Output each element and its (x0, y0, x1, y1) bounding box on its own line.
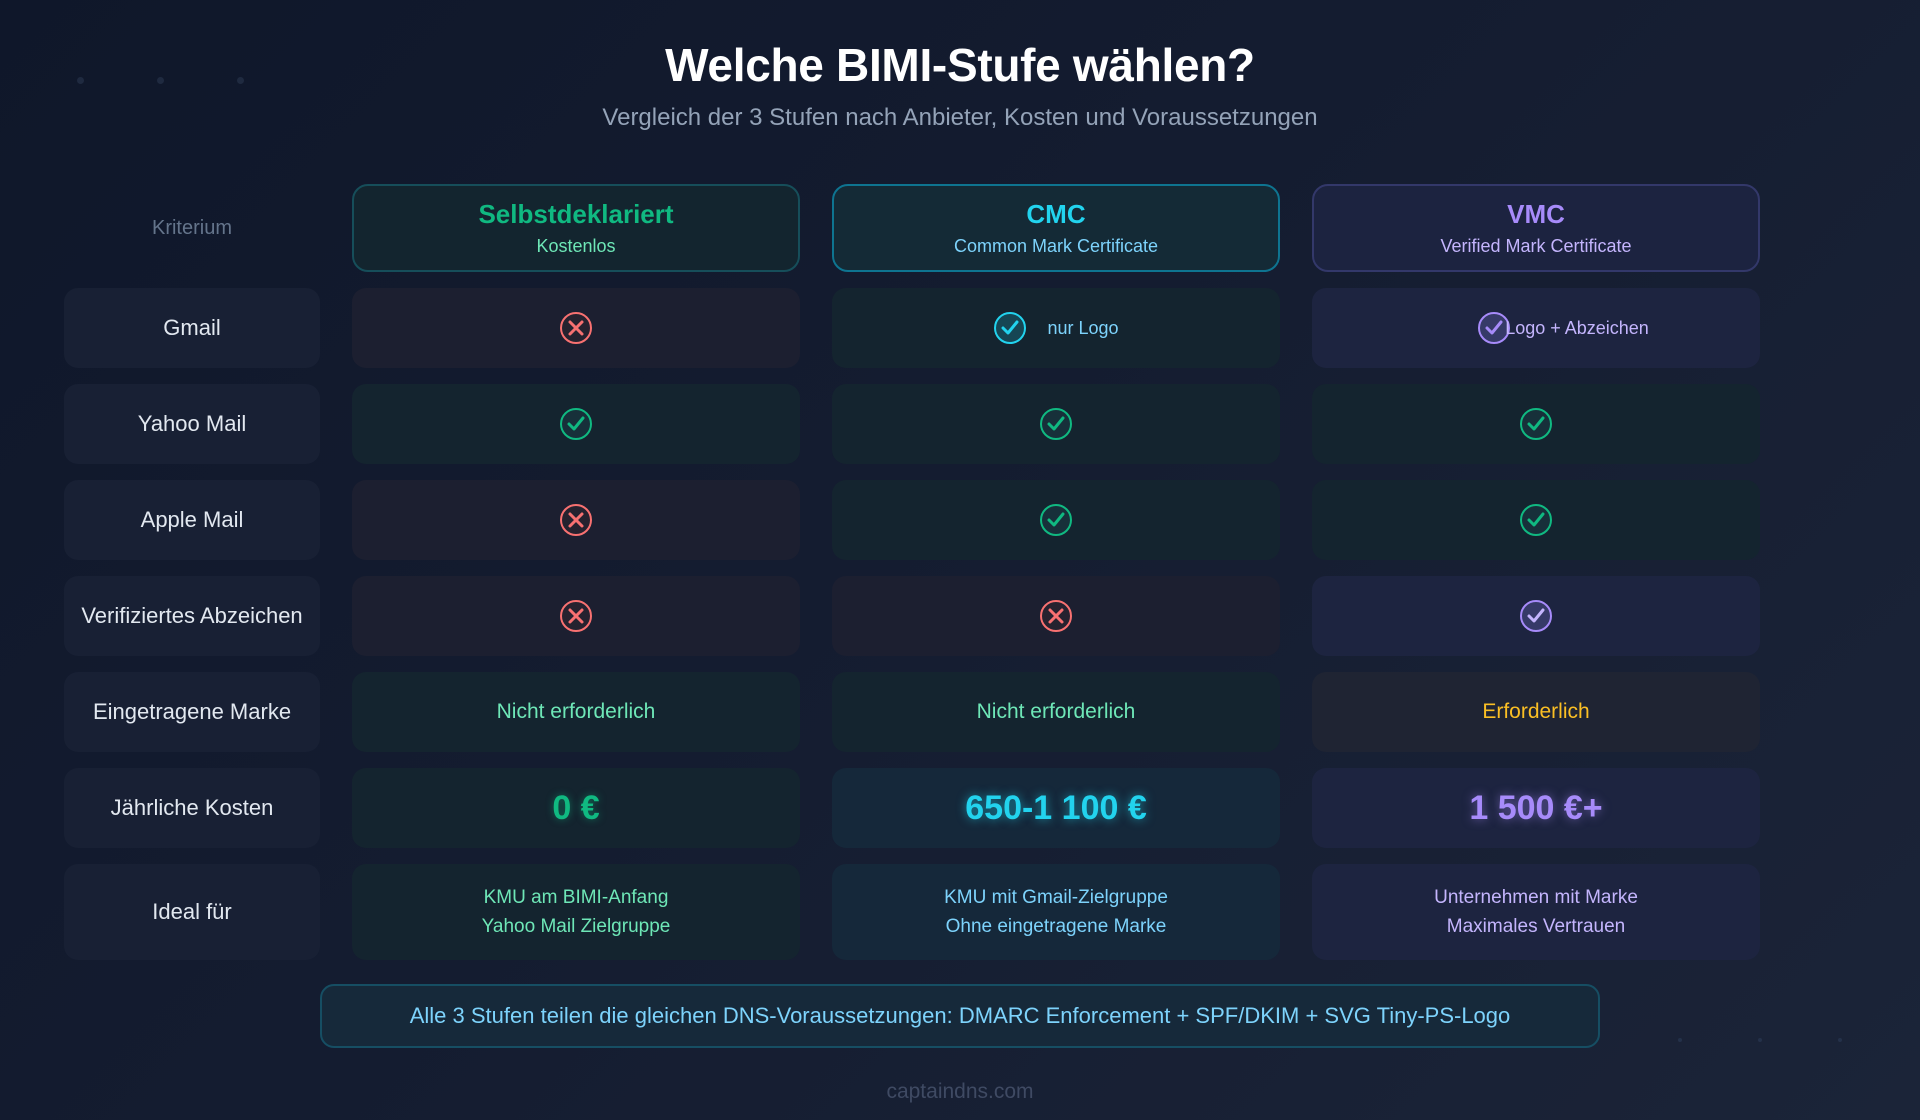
cell-note: nur Logo (1047, 317, 1119, 338)
column-header-selbstdeklariert: Selbstdeklariert Kostenlos (352, 184, 800, 272)
ideal-line: Maximales Vertrauen (1446, 916, 1626, 937)
check-circle-icon (1040, 504, 1072, 536)
decor-dot (1838, 1038, 1842, 1042)
table-cell: 1 500 €+ (1312, 768, 1760, 848)
dns-requirements-note: Alle 3 Stufen teilen die gleichen DNS-Vo… (320, 984, 1600, 1048)
column-subtitle: Verified Mark Certificate (1440, 236, 1632, 256)
row-label-ideal-for: Ideal für (64, 864, 320, 960)
table-cell (832, 480, 1280, 560)
row-label-apple-mail: Apple Mail (64, 480, 320, 560)
table-cell: KMU am BIMI-Anfang Yahoo Mail Zielgruppe (352, 864, 800, 960)
criterion-header: Kriterium (151, 216, 232, 239)
column-subtitle: Kostenlos (536, 236, 616, 256)
check-circle-icon (1520, 600, 1552, 632)
table-cell (352, 480, 800, 560)
x-circle-icon (560, 504, 592, 536)
table-cell: Erforderlich (1312, 672, 1760, 752)
table-cell (1312, 480, 1760, 560)
ideal-line: KMU am BIMI-Anfang (483, 887, 669, 908)
column-title: Selbstdeklariert (478, 199, 674, 229)
column-subtitle: Common Mark Certificate (953, 236, 1159, 256)
row-label-annual-cost: Jährliche Kosten (64, 768, 320, 848)
column-header-vmc: VMC Verified Mark Certificate (1312, 184, 1760, 272)
check-circle-icon (1040, 408, 1072, 440)
x-circle-icon (560, 600, 592, 632)
x-circle-icon (560, 312, 592, 344)
cost-value: 0 € (552, 788, 600, 827)
table-cell (352, 288, 800, 368)
table-cell (832, 576, 1280, 656)
check-circle-icon (560, 408, 592, 440)
table-cell: Logo + Abzeichen (1312, 288, 1760, 368)
table-cell (352, 384, 800, 464)
column-header-cmc: CMC Common Mark Certificate (832, 184, 1280, 272)
column-title: CMC (1026, 199, 1086, 229)
table-cell: Unternehmen mit Marke Maximales Vertraue… (1312, 864, 1760, 960)
cell-text: Erforderlich (1482, 700, 1590, 723)
row-label-gmail: Gmail (64, 288, 320, 368)
row-label-verified-badge: Verifiziertes Abzeichen (64, 576, 320, 656)
cost-value: 1 500 €+ (1469, 788, 1603, 827)
ideal-line: Unternehmen mit Marke (1434, 887, 1638, 908)
decor-dot (157, 77, 164, 84)
row-label-trademark: Eingetragene Marke (64, 672, 320, 752)
table-cell (1312, 384, 1760, 464)
cell-note: Logo + Abzeichen (1505, 317, 1649, 338)
footer-brand: captaindns.com (886, 1080, 1034, 1103)
ideal-line: Yahoo Mail Zielgruppe (481, 916, 671, 937)
table-cell: nur Logo (832, 288, 1280, 368)
table-cell (1312, 576, 1760, 656)
page-subtitle: Vergleich der 3 Stufen nach Anbieter, Ko… (602, 104, 1318, 131)
decor-dot (77, 77, 84, 84)
table-cell: 0 € (352, 768, 800, 848)
check-circle-icon (1520, 504, 1552, 536)
page-title: Welche BIMI-Stufe wählen? (665, 39, 1255, 91)
check-circle-icon (1478, 312, 1511, 344)
table-cell (832, 384, 1280, 464)
decor-dot (237, 77, 244, 84)
cell-text: Nicht erforderlich (976, 700, 1136, 723)
table-cell: KMU mit Gmail-Zielgruppe Ohne eingetrage… (832, 864, 1280, 960)
row-label-yahoo-mail: Yahoo Mail (64, 384, 320, 464)
ideal-line: Ohne eingetragene Marke (945, 916, 1167, 937)
cost-value: 650-1 100 € (965, 788, 1147, 827)
cell-text: Nicht erforderlich (496, 700, 656, 723)
ideal-line: KMU mit Gmail-Zielgruppe (944, 887, 1168, 908)
table-cell (352, 576, 800, 656)
decor-dot (1678, 1038, 1682, 1042)
table-cell: Nicht erforderlich (832, 672, 1280, 752)
check-circle-icon (1520, 408, 1552, 440)
decor-dot (1758, 1038, 1762, 1042)
check-circle-icon (994, 312, 1027, 344)
table-cell: Nicht erforderlich (352, 672, 800, 752)
x-circle-icon (1040, 600, 1072, 632)
column-title: VMC (1507, 199, 1565, 229)
table-cell: 650-1 100 € (832, 768, 1280, 848)
